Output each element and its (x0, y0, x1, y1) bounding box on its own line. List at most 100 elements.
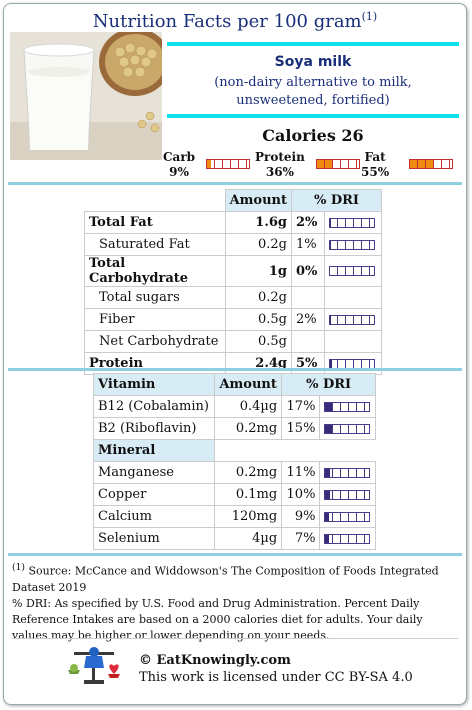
nutrient-amount: 1.6g (224, 211, 293, 234)
nutrient-table: Amount % DRI Total Fat 1.6g 2% Saturated Fa… (84, 189, 382, 375)
dri-bar (324, 533, 371, 544)
mineral-row: Selenium 4µg 7% (92, 527, 376, 550)
credit-block: © EatKnowingly.com This work is licensed… (139, 652, 413, 686)
vitamin-amount: 0.2mg (214, 417, 283, 440)
nutrient-amount: 0.5g (224, 308, 293, 331)
nutrient-dri: 2% (291, 308, 325, 331)
vitamin-dri-bar-cell (319, 417, 376, 440)
nutrient-dri: 5% (291, 352, 325, 375)
vitamin-dri: 17% (281, 395, 321, 418)
nutrient-row: Total sugars 0.2g (84, 286, 382, 309)
macro-bar-fat (409, 159, 453, 169)
dri-bar (329, 314, 375, 325)
amount-header: Amount (224, 189, 293, 212)
micronutrient-table: Vitamin Amount % DRI B12 (Cobalamin) 0.4µ… (92, 373, 376, 550)
nutrient-dri: 1% (291, 233, 325, 256)
vitamin-dri-bar-cell (319, 395, 376, 418)
macro-label: Fat (364, 150, 386, 164)
credit-divider (12, 638, 458, 639)
vitamin-amount: 0.4µg (214, 395, 283, 418)
nutrient-dri-bar-cell (324, 233, 382, 256)
macro-percent: 55% (361, 165, 390, 179)
food-description: (non-dairy alternative to milk, unsweete… (214, 75, 412, 108)
macro-bar-protein (316, 159, 360, 169)
dri-bar (329, 266, 375, 276)
section-separator (8, 182, 462, 185)
mineral-dri: 7% (281, 527, 321, 550)
nutrient-amount: 0.5g (224, 330, 293, 353)
dri-bar (329, 217, 375, 228)
nutrient-row: Total Carbohydrate 1g 0% (84, 255, 382, 287)
nutrient-dri: 2% (291, 211, 325, 234)
section-separator (8, 553, 462, 556)
micro-amount-header: Amount (214, 373, 283, 396)
dri-bar (329, 239, 375, 250)
vitamin-header: Vitamin (92, 373, 216, 396)
mineral-header: Mineral (92, 439, 216, 462)
dri-bar (324, 489, 371, 500)
dri-bar (324, 423, 371, 434)
mineral-row: Copper 0.1mg 10% (92, 483, 376, 506)
nutrient-name: Saturated Fat (84, 233, 226, 256)
macro-percent: 9% (169, 165, 189, 179)
mineral-dri: 10% (281, 483, 321, 506)
vitamin-row: B12 (Cobalamin) 0.4µg 17% (92, 395, 376, 418)
nutrient-name: Total Fat (84, 211, 226, 234)
mineral-amount: 4µg (214, 527, 283, 550)
top-divider (167, 42, 459, 46)
food-name: Soya milk (274, 54, 352, 70)
mineral-name: Calcium (92, 505, 216, 528)
page-title: Nutrition Facts per 100 gram(1) (92, 10, 378, 32)
macro-protein: Protein 36% (255, 150, 305, 180)
nutrient-amount: 0.2g (224, 286, 293, 309)
dri-header: % DRI (291, 189, 382, 212)
dri-note: % DRI: As specified by U.S. Food and Dru… (12, 596, 423, 642)
calories-label: Calories 26 (262, 126, 364, 145)
macro-bar-carb (206, 159, 250, 169)
mineral-name: Selenium (92, 527, 216, 550)
nutrient-dri-bar-cell (324, 330, 382, 353)
soy-milk-photo (10, 32, 162, 160)
bottom-divider (167, 114, 459, 118)
mineral-dri-bar-cell (319, 461, 376, 484)
mineral-name: Copper (92, 483, 216, 506)
footnotes: (1) Source: McCance and Widdowson's The … (12, 560, 458, 644)
nutrient-amount: 0.2g (224, 233, 293, 256)
nutrient-name: Total sugars (84, 286, 226, 309)
vitamin-name: B2 (Riboflavin) (92, 417, 216, 440)
vitamin-row: B2 (Riboflavin) 0.2mg 15% (92, 417, 376, 440)
mineral-dri-bar-cell (319, 505, 376, 528)
blank-header (84, 189, 226, 212)
balance-scale-logo-icon (66, 644, 122, 692)
source-note: (1) Source: McCance and Widdowson's The … (12, 562, 439, 594)
vitamin-dri: 15% (281, 417, 321, 440)
nutrient-name: Protein (84, 352, 226, 375)
nutrient-dri: 0% (291, 255, 325, 287)
mineral-amount: 120mg (214, 505, 283, 528)
nutrient-amount: 1g (224, 255, 293, 287)
macro-label: Carb (163, 150, 196, 164)
nutrition-card: Nutrition Facts per 100 gram(1) Soya mil… (3, 3, 467, 705)
nutrient-dri-bar-cell (324, 255, 382, 287)
nutrient-name: Net Carbohydrate (84, 330, 226, 353)
vitamin-name: B12 (Cobalamin) (92, 395, 216, 418)
nutrient-dri-bar-cell (324, 308, 382, 331)
macro-fat: Fat 55% (361, 150, 389, 180)
footnote-mark: (1) (361, 10, 378, 23)
mineral-amount: 0.1mg (214, 483, 283, 506)
mineral-dri-bar-cell (319, 483, 376, 506)
macro-carb: Carb 9% (163, 150, 195, 180)
license-text: This work is licensed under CC BY-SA 4.0 (139, 670, 413, 685)
macro-label: Protein (255, 150, 305, 164)
mineral-amount: 0.2mg (214, 461, 283, 484)
nutrient-name: Total Carbohydrate (84, 255, 226, 287)
nutrient-name: Fiber (84, 308, 226, 331)
dri-bar (324, 511, 371, 522)
macro-percent: 36% (265, 165, 294, 179)
site-link[interactable]: © EatKnowingly.com (139, 653, 291, 668)
mineral-dri: 9% (281, 505, 321, 528)
nutrient-amount: 2.4g (224, 352, 293, 375)
section-separator (8, 368, 462, 371)
nutrient-dri-bar-cell (324, 286, 382, 309)
mineral-row: Manganese 0.2mg 11% (92, 461, 376, 484)
